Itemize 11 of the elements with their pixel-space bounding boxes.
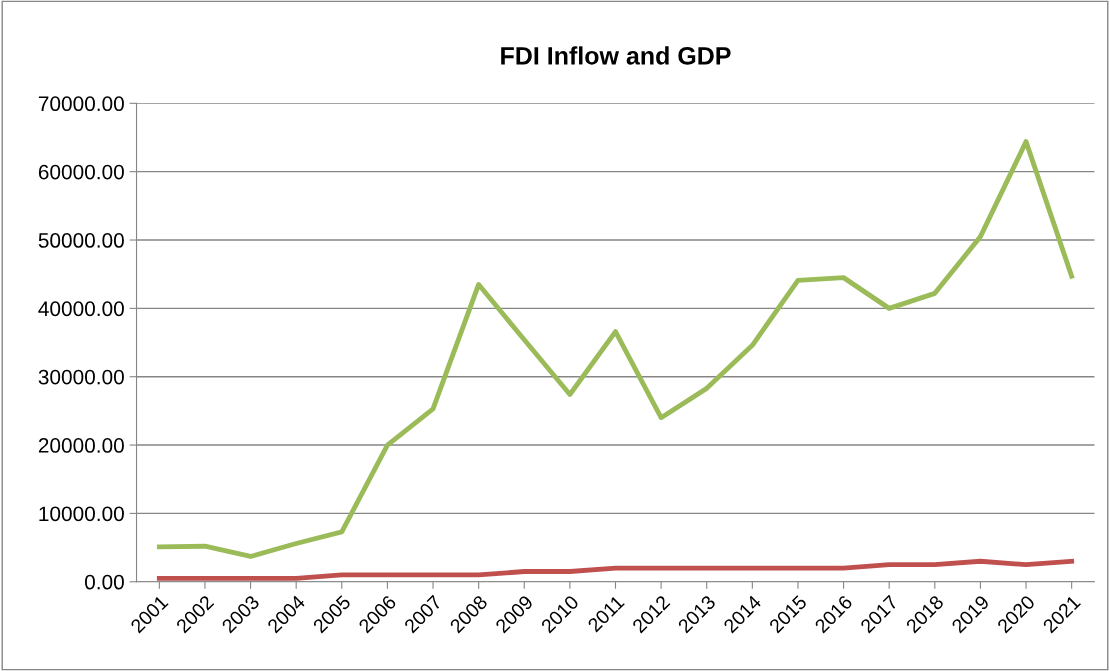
y-tick-label: 50000.00 [38, 233, 124, 248]
y-tick-label: 10000.00 [39, 506, 124, 522]
y-tick-label: 30000.00 [38, 369, 124, 385]
y-tick-label: 60000.00 [38, 164, 124, 180]
y-tick-label: 40000.00 [38, 301, 124, 317]
line-series [156, 558, 1075, 581]
line-series [156, 139, 1075, 559]
y-tick-label: 70000.00 [38, 96, 124, 112]
chart-title: FDI Inflow and GDP [501, 46, 731, 65]
y-tick-label: 20000.00 [38, 438, 124, 453]
y-tick-label: 0.00 [84, 574, 124, 590]
